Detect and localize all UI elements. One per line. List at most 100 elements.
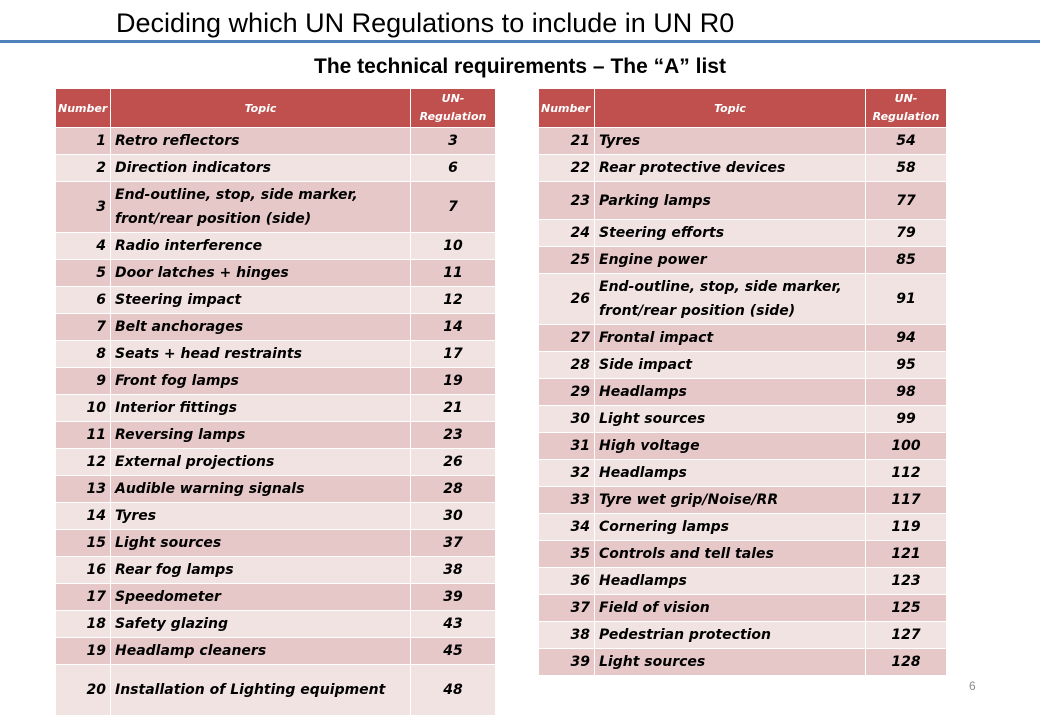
cell-number: 33	[538, 486, 595, 514]
header-number: Number	[538, 88, 595, 128]
cell-number: 1	[55, 127, 111, 155]
table-row: 26 End-outline, stop, side marker, front/…	[538, 273, 947, 325]
cell-topic: External projections	[110, 448, 411, 476]
cell-topic: Radio interference	[110, 232, 411, 260]
table-row: 7 Belt anchorages 14	[55, 313, 496, 341]
cell-topic: Audible warning signals	[110, 475, 411, 503]
cell-number: 12	[55, 448, 111, 476]
table-row: 33 Tyre wet grip/Noise/RR 117	[538, 486, 947, 514]
table-row: 13 Audible warning signals 28	[55, 475, 496, 503]
cell-regulation: 58	[865, 154, 947, 182]
cell-regulation: 77	[865, 181, 947, 220]
cell-topic: Door latches + hinges	[110, 259, 411, 287]
cell-topic: Headlamps	[594, 567, 866, 595]
cell-regulation: 91	[865, 273, 947, 325]
cell-regulation: 12	[410, 286, 496, 314]
table-row: 29 Headlamps 98	[538, 378, 947, 406]
cell-number: 20	[55, 664, 111, 716]
cell-number: 3	[55, 181, 111, 233]
cell-topic: Cornering lamps	[594, 513, 866, 541]
table-row: 37 Field of vision 125	[538, 594, 947, 622]
table-row: 15 Light sources 37	[55, 529, 496, 557]
table-row: 11 Reversing lamps 23	[55, 421, 496, 449]
slide-subtitle: The technical requirements – The “A” lis…	[314, 55, 726, 78]
cell-regulation: 7	[410, 181, 496, 233]
table-row: 25 Engine power 85	[538, 246, 947, 274]
cell-number: 19	[55, 637, 111, 665]
cell-regulation: 100	[865, 432, 947, 460]
regulations-table-left: Number Topic UN-Regulation 1 Retro reflec…	[55, 88, 496, 716]
cell-regulation: 39	[410, 583, 496, 611]
cell-number: 8	[55, 340, 111, 368]
cell-topic: Field of vision	[594, 594, 866, 622]
cell-topic: Headlamp cleaners	[110, 637, 411, 665]
cell-regulation: 48	[410, 664, 496, 716]
table-header-row: Number Topic UN-Regulation	[55, 88, 496, 128]
cell-topic: Interior fittings	[110, 394, 411, 422]
table-row: 19 Headlamp cleaners 45	[55, 637, 496, 665]
cell-number: 31	[538, 432, 595, 460]
cell-regulation: 94	[865, 324, 947, 352]
cell-number: 35	[538, 540, 595, 568]
table-row: 30 Light sources 99	[538, 405, 947, 433]
cell-number: 36	[538, 567, 595, 595]
cell-regulation: 125	[865, 594, 947, 622]
table-row: 35 Controls and tell tales 121	[538, 540, 947, 568]
table-row: 22 Rear protective devices 58	[538, 154, 947, 182]
table-row: 28 Side impact 95	[538, 351, 947, 379]
cell-regulation: 121	[865, 540, 947, 568]
cell-regulation: 17	[410, 340, 496, 368]
table-row: 21 Tyres 54	[538, 127, 947, 155]
cell-number: 14	[55, 502, 111, 530]
table-row: 10 Interior fittings 21	[55, 394, 496, 422]
cell-number: 26	[538, 273, 595, 325]
cell-topic: Pedestrian protection	[594, 621, 866, 649]
header-regulation: UN-Regulation	[410, 88, 496, 128]
table-row: 8 Seats + head restraints 17	[55, 340, 496, 368]
table-row: 36 Headlamps 123	[538, 567, 947, 595]
cell-topic: Rear protective devices	[594, 154, 866, 182]
cell-number: 27	[538, 324, 595, 352]
cell-number: 18	[55, 610, 111, 638]
table-row: 32 Headlamps 112	[538, 459, 947, 487]
cell-topic: Reversing lamps	[110, 421, 411, 449]
cell-topic: End-outline, stop, side marker, front/re…	[110, 181, 411, 233]
cell-regulation: 128	[865, 648, 947, 676]
cell-topic: Frontal impact	[594, 324, 866, 352]
cell-regulation: 98	[865, 378, 947, 406]
cell-number: 16	[55, 556, 111, 584]
cell-regulation: 30	[410, 502, 496, 530]
cell-topic: Parking lamps	[594, 181, 866, 220]
table-row: 1 Retro reflectors 3	[55, 127, 496, 155]
cell-topic: Steering impact	[110, 286, 411, 314]
cell-number: 37	[538, 594, 595, 622]
cell-topic: Seats + head restraints	[110, 340, 411, 368]
cell-topic: Light sources	[594, 648, 866, 676]
table-row: 3 End-outline, stop, side marker, front/r…	[55, 181, 496, 233]
table-row: 39 Light sources 128	[538, 648, 947, 676]
cell-topic: High voltage	[594, 432, 866, 460]
cell-topic: Engine power	[594, 246, 866, 274]
cell-regulation: 117	[865, 486, 947, 514]
cell-number: 39	[538, 648, 595, 676]
table-row: 34 Cornering lamps 119	[538, 513, 947, 541]
cell-regulation: 6	[410, 154, 496, 182]
header-regulation: UN-Regulation	[865, 88, 947, 128]
cell-regulation: 45	[410, 637, 496, 665]
cell-number: 34	[538, 513, 595, 541]
cell-number: 30	[538, 405, 595, 433]
cell-topic: Tyres	[110, 502, 411, 530]
cell-topic: Controls and tell tales	[594, 540, 866, 568]
table-header-row: Number Topic UN-Regulation	[538, 88, 947, 128]
cell-number: 10	[55, 394, 111, 422]
cell-regulation: 26	[410, 448, 496, 476]
table-row: 38 Pedestrian protection 127	[538, 621, 947, 649]
cell-number: 32	[538, 459, 595, 487]
cell-topic: Side impact	[594, 351, 866, 379]
cell-number: 7	[55, 313, 111, 341]
cell-regulation: 85	[865, 246, 947, 274]
cell-topic: Light sources	[110, 529, 411, 557]
cell-number: 38	[538, 621, 595, 649]
cell-number: 23	[538, 181, 595, 220]
cell-regulation: 79	[865, 219, 947, 247]
